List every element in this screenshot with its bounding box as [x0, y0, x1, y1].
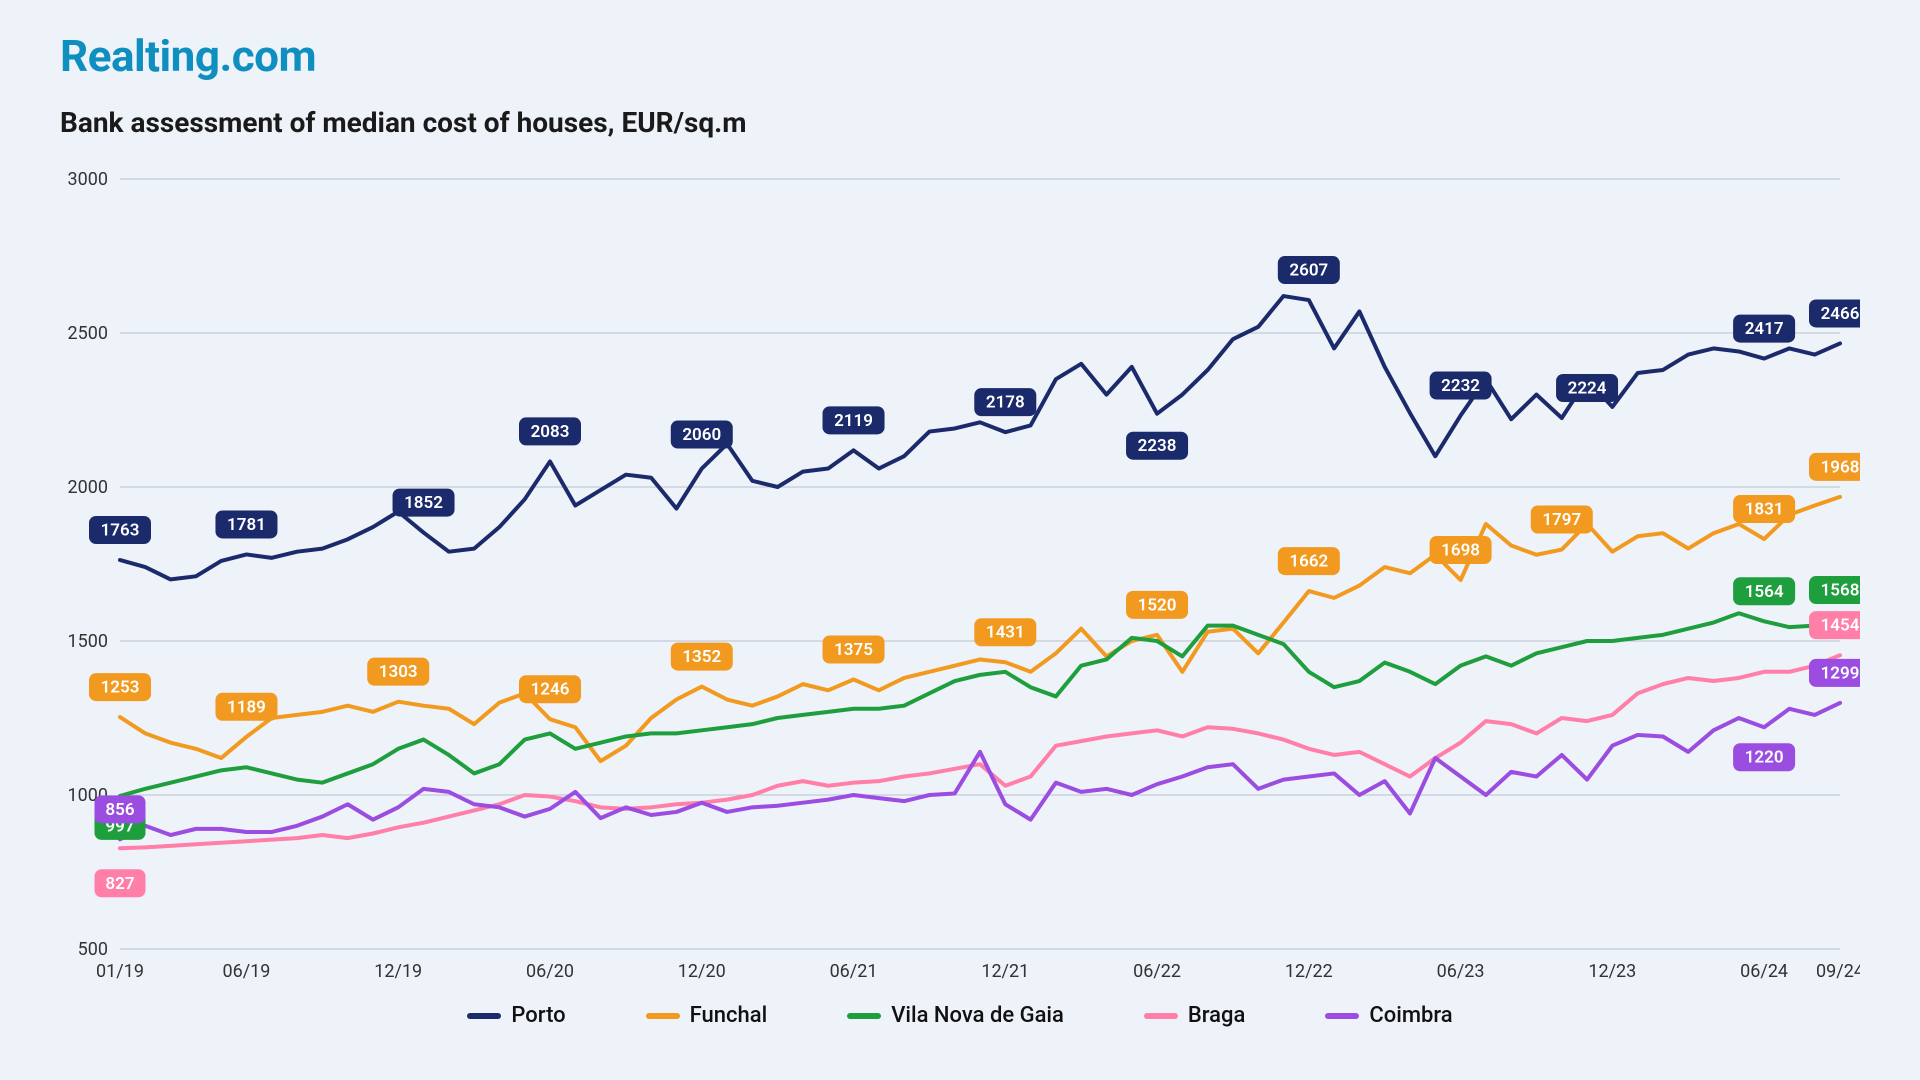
legend-item: Braga: [1144, 1003, 1245, 1028]
svg-text:1352: 1352: [682, 647, 721, 667]
legend-swatch: [1144, 1013, 1178, 1019]
brand-logo: Realting.com: [60, 30, 1860, 82]
legend-label: Vila Nova de Gaia: [891, 1003, 1064, 1028]
svg-text:1763: 1763: [101, 520, 140, 540]
chart-legend: Porto Funchal Vila Nova de Gaia Braga Coimbr…: [60, 1003, 1860, 1028]
svg-text:2000: 2000: [68, 477, 108, 498]
svg-text:2417: 2417: [1745, 319, 1784, 339]
svg-text:1299: 1299: [1821, 663, 1860, 683]
svg-text:06/23: 06/23: [1437, 961, 1485, 982]
svg-text:1220: 1220: [1745, 748, 1784, 768]
legend-item: Coimbra: [1325, 1003, 1452, 1028]
svg-text:1454: 1454: [1821, 616, 1860, 636]
svg-text:1968: 1968: [1821, 457, 1860, 477]
svg-text:01/19: 01/19: [96, 961, 144, 982]
svg-text:2466: 2466: [1821, 304, 1860, 324]
svg-text:06/24: 06/24: [1740, 961, 1788, 982]
svg-text:1797: 1797: [1542, 510, 1581, 530]
svg-text:12/21: 12/21: [981, 961, 1029, 982]
svg-text:06/22: 06/22: [1133, 961, 1181, 982]
svg-text:856: 856: [105, 800, 134, 820]
legend-label: Coimbra: [1369, 1003, 1452, 1028]
legend-swatch: [847, 1013, 881, 1019]
svg-text:06/21: 06/21: [830, 961, 878, 982]
legend-item: Funchal: [646, 1003, 768, 1028]
svg-text:06/19: 06/19: [223, 961, 271, 982]
svg-text:1303: 1303: [379, 662, 418, 682]
line-chart: 5001000150020002500300001/1906/1912/1906…: [60, 159, 1860, 989]
legend-item: Vila Nova de Gaia: [847, 1003, 1064, 1028]
svg-text:2178: 2178: [986, 393, 1025, 413]
svg-text:2224: 2224: [1568, 378, 1607, 398]
svg-text:2083: 2083: [531, 422, 570, 442]
svg-text:2238: 2238: [1138, 436, 1177, 456]
chart-title: Bank assessment of median cost of houses…: [60, 106, 1860, 139]
chart-canvas: 5001000150020002500300001/1906/1912/1906…: [60, 159, 1860, 989]
svg-text:2119: 2119: [834, 411, 873, 431]
svg-text:1852: 1852: [404, 493, 443, 513]
legend-swatch: [1325, 1013, 1359, 1019]
svg-text:1698: 1698: [1441, 541, 1480, 561]
legend-label: Porto: [511, 1003, 565, 1028]
svg-text:2607: 2607: [1289, 261, 1328, 281]
svg-text:12/22: 12/22: [1285, 961, 1333, 982]
legend-swatch: [646, 1013, 680, 1019]
svg-text:2060: 2060: [682, 425, 721, 445]
svg-text:1375: 1375: [834, 640, 873, 660]
svg-text:1189: 1189: [227, 697, 266, 717]
svg-text:827: 827: [105, 874, 134, 894]
svg-text:500: 500: [78, 939, 108, 960]
legend-item: Porto: [467, 1003, 565, 1028]
legend-label: Funchal: [690, 1003, 768, 1028]
svg-text:1831: 1831: [1745, 500, 1784, 520]
svg-text:1564: 1564: [1745, 582, 1784, 602]
svg-text:12/19: 12/19: [374, 961, 422, 982]
svg-text:2500: 2500: [68, 323, 108, 344]
svg-text:2232: 2232: [1441, 376, 1480, 396]
svg-text:1662: 1662: [1289, 552, 1328, 572]
svg-text:1781: 1781: [227, 515, 266, 535]
svg-text:1520: 1520: [1138, 595, 1177, 615]
svg-text:1431: 1431: [986, 623, 1025, 643]
svg-text:1246: 1246: [531, 680, 570, 700]
svg-text:12/23: 12/23: [1588, 961, 1636, 982]
svg-text:09/24: 09/24: [1816, 961, 1860, 982]
legend-label: Braga: [1188, 1003, 1245, 1028]
svg-text:3000: 3000: [68, 169, 108, 190]
svg-text:1253: 1253: [101, 678, 140, 698]
svg-text:06/20: 06/20: [526, 961, 574, 982]
svg-text:1568: 1568: [1821, 581, 1860, 601]
svg-text:12/20: 12/20: [678, 961, 726, 982]
svg-text:1500: 1500: [68, 631, 108, 652]
legend-swatch: [467, 1013, 501, 1019]
